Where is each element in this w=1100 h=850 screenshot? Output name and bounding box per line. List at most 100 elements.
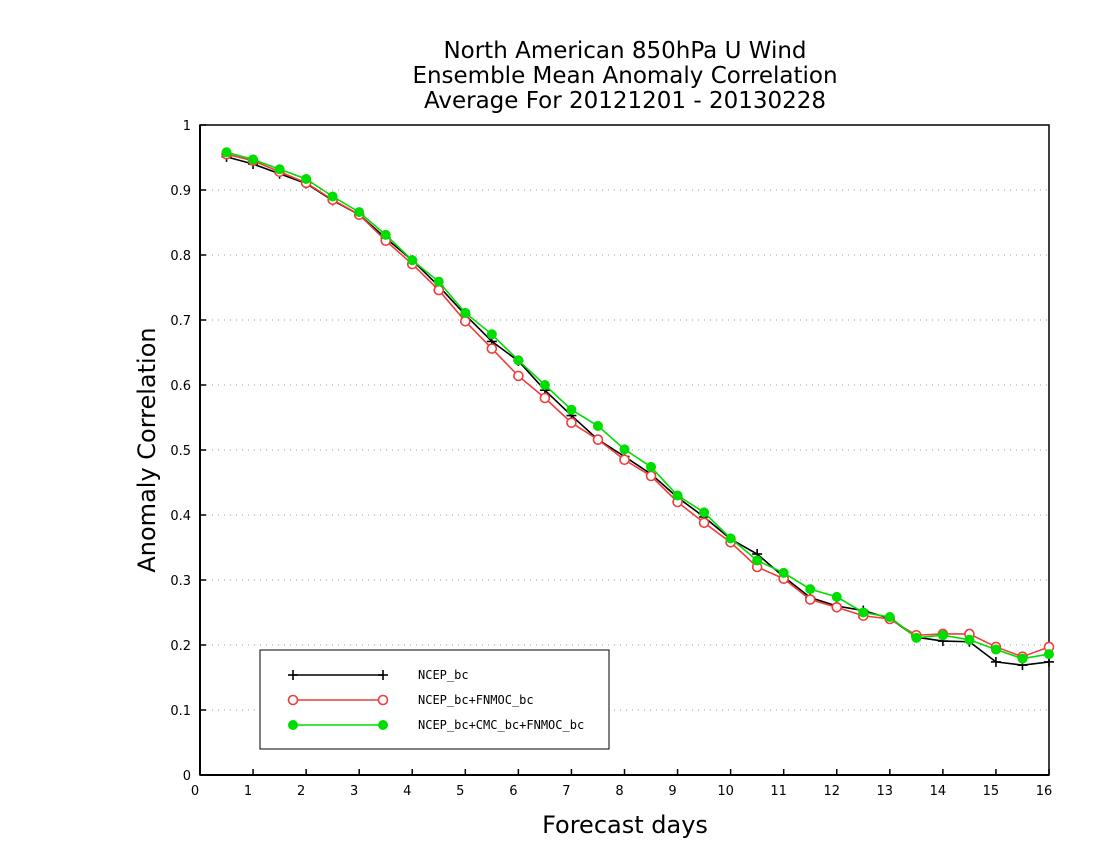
series-2-point-17 xyxy=(645,470,657,482)
x-axis-label: Forecast days xyxy=(542,811,708,839)
x-tick-label-1: 1 xyxy=(244,784,252,799)
y-tick-label-0.2: 0.2 xyxy=(170,639,191,654)
series-3-point-6 xyxy=(354,207,365,218)
legend-item-2: NCEP_bc+FNMOC_bc xyxy=(287,693,534,707)
y-axis-label: Anomaly Correlation xyxy=(133,327,161,572)
series-3-point-23 xyxy=(805,584,816,595)
series-3-point-16 xyxy=(619,444,630,455)
series-3-point-8 xyxy=(407,255,418,266)
series-2-point-14 xyxy=(566,417,577,429)
legend-marker-right-1 xyxy=(378,670,388,680)
x-tick-labels: 0 1 2 3 4 5 6 7 8 9 10 11 12 13 14 15 16 xyxy=(191,769,1052,799)
series-2-point-24 xyxy=(831,601,843,613)
y-tick-label-0: 0 xyxy=(183,769,191,784)
x-tick-label-16: 16 xyxy=(1036,784,1053,799)
series-3-point-29 xyxy=(964,634,975,645)
series-1 xyxy=(221,151,1054,671)
series-3-point-31 xyxy=(1017,653,1028,664)
series-3-point-2 xyxy=(248,154,259,165)
series-1-line xyxy=(226,156,1050,666)
series-3-point-1 xyxy=(221,147,232,158)
series-3-point-24 xyxy=(831,591,842,602)
series-2 xyxy=(221,148,1055,663)
legend-item-3: NCEP_bc+CMC_bc+FNMOC_bc xyxy=(288,718,584,732)
x-tick-label-4: 4 xyxy=(403,784,411,799)
title-line-2: Ensemble Mean Anomaly Correlation xyxy=(412,63,837,89)
x-tick-label-14: 14 xyxy=(930,784,947,799)
legend-marker-right-3 xyxy=(378,720,388,730)
y-tick-label-0.7: 0.7 xyxy=(170,314,191,329)
series-3-point-15 xyxy=(592,420,603,431)
series-3-point-5 xyxy=(327,191,338,202)
series-3-point-7 xyxy=(380,229,391,240)
series-2-point-15 xyxy=(592,434,604,445)
series-2-line xyxy=(226,153,1050,658)
series-3-point-30 xyxy=(990,644,1001,655)
series-2-point-10 xyxy=(460,315,471,327)
series-3-point-21 xyxy=(752,555,763,566)
legend: NCEP_bc NCEP_bc+FNMOC_bc NCEP_bc+CMC_bc+FN… xyxy=(259,649,610,750)
x-tick-label-0: 0 xyxy=(191,784,199,799)
data-series xyxy=(221,147,1055,671)
series-3-point-19 xyxy=(699,507,710,518)
series-3-point-26 xyxy=(884,612,895,623)
series-3-point-28 xyxy=(937,630,948,641)
series-2-point-11 xyxy=(486,343,498,354)
series-3-point-11 xyxy=(486,329,497,340)
series-2-point-9 xyxy=(433,284,445,296)
x-tick-label-3: 3 xyxy=(350,784,358,799)
x-tick-label-10: 10 xyxy=(717,784,734,799)
x-tick-label-11: 11 xyxy=(770,784,787,799)
x-tick-label-15: 15 xyxy=(983,784,1000,799)
series-3-point-17 xyxy=(646,461,657,472)
title-line-1: North American 850hPa U Wind xyxy=(443,38,806,64)
x-tick-label-2: 2 xyxy=(297,784,305,799)
series-1-point-30 xyxy=(990,656,1001,667)
series-3-point-18 xyxy=(672,490,683,501)
y-tick-labels: 0 0.1 0.2 0.3 0.4 0.5 0.6 0.7 0.8 0.9 1 xyxy=(170,119,206,784)
series-2-point-13 xyxy=(539,392,551,404)
y-tick-label-0.9: 0.9 xyxy=(170,184,191,199)
y-tick-label-0.4: 0.4 xyxy=(170,509,191,524)
series-3-point-27 xyxy=(911,632,922,643)
series-3 xyxy=(221,147,1054,664)
x-tick-label-8: 8 xyxy=(615,784,623,799)
legend-label-2: NCEP_bc+FNMOC_bc xyxy=(418,693,534,707)
x-tick-label-6: 6 xyxy=(509,784,517,799)
y-tick-label-0.1: 0.1 xyxy=(170,704,191,719)
legend-label-1: NCEP_bc xyxy=(418,668,469,682)
series-2-point-16 xyxy=(619,454,630,466)
legend-marker-left-2 xyxy=(287,694,299,706)
x-tick-label-5: 5 xyxy=(456,784,464,799)
y-tick-label-0.8: 0.8 xyxy=(170,249,191,264)
series-3-point-32 xyxy=(1044,649,1054,660)
series-2-point-23 xyxy=(804,594,816,605)
legend-label-3: NCEP_bc+CMC_bc+FNMOC_bc xyxy=(418,718,584,732)
legend-marker-left-1 xyxy=(288,670,298,680)
series-2-point-19 xyxy=(698,517,710,529)
series-2-point-12 xyxy=(513,370,524,382)
series-3-point-14 xyxy=(566,404,577,415)
series-3-point-20 xyxy=(725,533,736,544)
series-3-point-13 xyxy=(539,380,550,390)
series-3-line xyxy=(226,151,1050,660)
y-tick-label-0.3: 0.3 xyxy=(170,574,191,589)
series-3-point-3 xyxy=(274,164,285,175)
series-3-point-9 xyxy=(433,276,444,287)
x-tick-label-12: 12 xyxy=(823,784,840,799)
x-tick-label-7: 7 xyxy=(562,784,570,799)
legend-item-1: NCEP_bc xyxy=(288,668,469,682)
series-3-point-4 xyxy=(301,173,312,184)
legend-marker-left-3 xyxy=(288,720,298,730)
series-3-point-12 xyxy=(513,355,524,366)
x-tick-label-9: 9 xyxy=(668,784,676,799)
series-3-point-25 xyxy=(858,607,869,618)
y-tick-label-0.5: 0.5 xyxy=(170,444,191,459)
y-tick-label-1: 1 xyxy=(183,119,191,134)
title-line-3: Average For 20121201 - 20130228 xyxy=(424,88,826,114)
series-3-point-22 xyxy=(778,567,789,578)
y-tick-label-0.6: 0.6 xyxy=(170,379,191,394)
legend-marker-right-2 xyxy=(377,694,389,706)
